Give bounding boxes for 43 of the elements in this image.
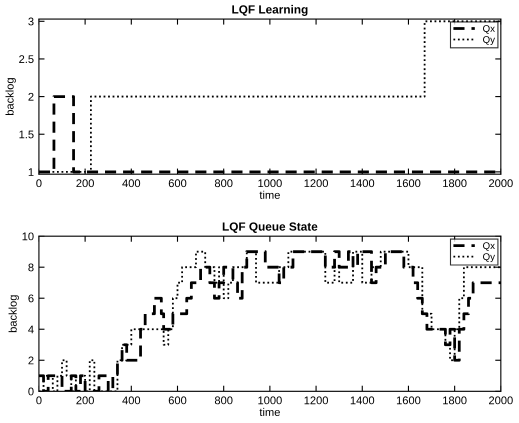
x-tick-label: 1000 — [258, 396, 282, 404]
legend-label: Qy — [483, 253, 495, 262]
x-axis-title: time — [260, 408, 280, 416]
x-tick-label: 1600 — [396, 396, 420, 404]
chart-title: LQF Queue State — [222, 222, 318, 233]
y-tick-label: 6 — [28, 294, 34, 302]
y-tick-label: 3 — [28, 18, 34, 26]
x-tick-label: 800 — [214, 179, 233, 188]
y-tick-label: 1 — [28, 168, 34, 176]
y-tick-label: 2 — [28, 92, 34, 101]
chart-title: LQF Learning — [232, 4, 308, 16]
x-tick-label: 200 — [76, 179, 94, 188]
x-tick-label: 1000 — [258, 179, 282, 188]
x-tick-label: 400 — [122, 396, 140, 404]
legend-label: Qx — [483, 25, 495, 34]
y-tick-label: 2 — [28, 356, 34, 364]
y-axis-title: backlog — [8, 295, 19, 332]
y-axis-title: backlog — [5, 78, 16, 116]
x-tick-label: 1400 — [350, 179, 374, 188]
legend-label: Qy — [483, 36, 495, 45]
x-tick-label: 400 — [122, 179, 140, 188]
x-tick-label: 1800 — [443, 396, 467, 404]
x-axis-title: time — [260, 190, 280, 199]
x-tick-label: 600 — [168, 396, 186, 404]
x-tick-label: 1400 — [350, 396, 374, 404]
x-tick-label: 0 — [36, 179, 42, 188]
y-tick-label: 8 — [28, 263, 34, 272]
x-tick-label: 1200 — [304, 179, 328, 188]
x-tick-label: 0 — [36, 396, 42, 404]
x-tick-label: 2000 — [489, 396, 513, 404]
x-tick-label: 1800 — [443, 179, 467, 188]
x-tick-label: 1200 — [304, 396, 328, 404]
x-tick-label: 800 — [214, 396, 233, 404]
y-tick-label: 1.5 — [19, 130, 34, 138]
y-tick-label: 0 — [28, 388, 34, 396]
x-tick-label: 1600 — [396, 179, 420, 188]
x-tick-label: 2000 — [489, 179, 513, 188]
x-tick-label: 600 — [168, 179, 186, 188]
y-tick-label: 10 — [22, 232, 34, 240]
legend-label: Qx — [483, 242, 495, 251]
y-tick-label: 4 — [28, 326, 34, 334]
y-tick-label: 2.5 — [19, 55, 34, 64]
x-tick-label: 200 — [76, 396, 94, 404]
